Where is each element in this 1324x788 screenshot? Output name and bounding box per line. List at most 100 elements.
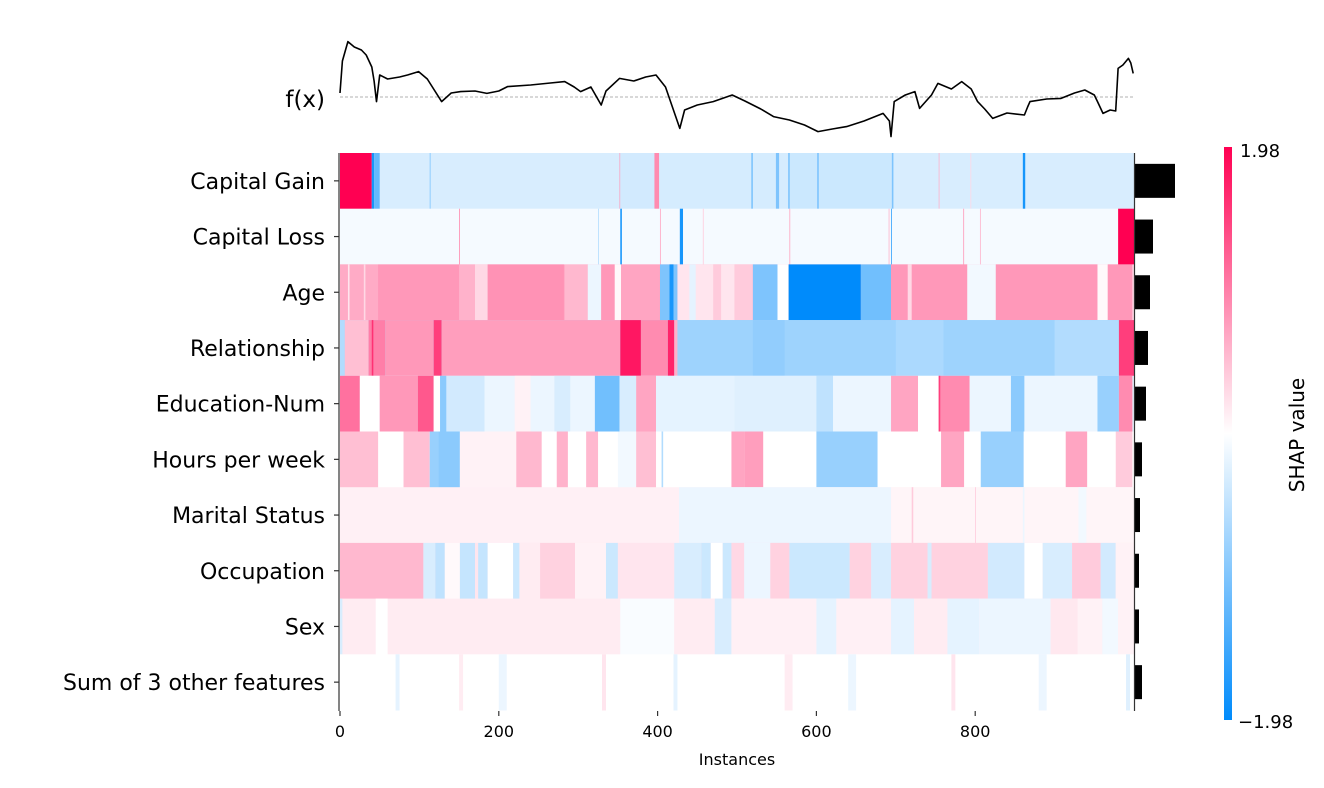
heatmap-cell	[789, 208, 791, 265]
heatmap-cell	[614, 264, 622, 321]
heatmap-cell	[594, 375, 620, 432]
heatmap-cell	[970, 153, 972, 210]
heatmap-cell	[941, 431, 965, 488]
heatmap-cell	[669, 264, 674, 321]
heatmap-cell	[340, 375, 360, 432]
heatmap-cell	[888, 208, 890, 265]
heatmap-cell	[1097, 264, 1108, 321]
heatmap-cell	[478, 542, 488, 600]
heatmap-cell	[1054, 320, 1119, 377]
heatmap-cell	[487, 542, 514, 600]
heatmap-cell	[833, 375, 892, 432]
heatmap-cell	[636, 375, 657, 432]
heatmap-cell	[344, 320, 369, 377]
heatmap-cell	[620, 208, 622, 265]
feature-labels: Capital Gain Capital Loss Age Relationship E…	[63, 170, 339, 696]
feature-label: Marital Status	[172, 504, 325, 529]
heatmap-cell	[374, 153, 380, 210]
heatmap-cell	[1118, 598, 1134, 655]
heatmap-cell	[848, 654, 857, 711]
heatmap-cell	[1102, 598, 1119, 655]
heatmap-cell	[987, 542, 1025, 600]
x-tick-label: 800	[960, 722, 991, 741]
heatmap-cell	[816, 598, 837, 655]
heatmap-cell	[640, 320, 668, 377]
heatmap-cell	[744, 431, 764, 488]
heatmap-cell	[849, 542, 872, 600]
heatmap-cell	[403, 431, 430, 488]
heatmap-cell	[619, 375, 637, 432]
heatmap-cell	[1042, 542, 1073, 600]
heatmap-cell	[598, 208, 599, 265]
heatmap-cell	[654, 153, 660, 210]
heatmap-cell	[1118, 208, 1134, 265]
heatmap-cell	[689, 264, 696, 321]
heatmap-cell	[1022, 153, 1026, 210]
heatmap-cell	[513, 542, 520, 600]
heatmap-cell	[938, 153, 940, 210]
importance-bar	[1135, 442, 1142, 477]
heatmap-cell	[891, 598, 915, 655]
heatmap-cell	[554, 375, 571, 432]
heatmap-row-background	[340, 654, 1134, 711]
heatmap-cell	[871, 542, 892, 600]
heatmap-cell	[659, 264, 678, 321]
heatmap-cell	[1132, 264, 1134, 321]
heatmap-cell	[602, 654, 606, 711]
heatmap-cell	[710, 542, 723, 600]
fx-line	[339, 40, 1134, 138]
heatmap-cell	[459, 264, 475, 321]
heatmap-cell	[947, 598, 980, 655]
heatmap-cell	[674, 598, 715, 655]
x-tick-label: 600	[801, 722, 832, 741]
heatmap-cell	[951, 654, 956, 711]
heatmap-cell	[775, 153, 780, 210]
importance-bar	[1135, 665, 1142, 700]
heatmap-cell	[891, 487, 1134, 544]
heatmap-cell	[433, 375, 441, 432]
heatmap-cell	[659, 153, 789, 210]
heatmap-cell	[1038, 654, 1047, 711]
x-tick-label: 400	[642, 722, 673, 741]
heatmap-cell	[744, 542, 771, 600]
heatmap-cell	[498, 654, 507, 711]
fx-label: f(x)	[285, 87, 325, 113]
fx-line-panel: f(x)	[285, 40, 1134, 138]
importance-bars	[1135, 163, 1175, 700]
heatmap-cell	[459, 654, 464, 711]
heatmap-cell	[619, 153, 621, 210]
heatmap-cell	[860, 264, 892, 321]
heatmap-cell	[674, 320, 678, 377]
heatmap-cell	[713, 264, 722, 321]
feature-label: Age	[282, 281, 325, 306]
heatmap-cell	[777, 264, 789, 321]
heatmap-cell	[1126, 654, 1131, 711]
feature-label: Sex	[285, 615, 325, 640]
heatmap-cell	[679, 208, 684, 265]
heatmap-cell	[1097, 375, 1119, 432]
heatmap-cell	[975, 487, 976, 544]
heatmap-cell	[1010, 375, 1025, 432]
importance-bar	[1135, 386, 1146, 421]
heatmap-cell	[918, 375, 939, 432]
heatmap-cell	[927, 542, 932, 600]
heatmap-cell	[444, 542, 460, 600]
heatmap-cell	[963, 208, 965, 265]
heatmap-cell	[605, 542, 618, 600]
heatmap-cell	[363, 264, 366, 321]
heatmap-cell	[1115, 542, 1134, 600]
colorbar-max-label: 1.98	[1240, 141, 1280, 162]
heatmap-cell	[587, 264, 602, 321]
heatmap-cell	[731, 598, 892, 655]
heatmap-cell	[340, 598, 343, 655]
heatmap-row-background	[340, 208, 1134, 265]
heatmap-cell	[459, 431, 517, 488]
heatmap-cell	[359, 375, 380, 432]
heatmap-cell	[1115, 431, 1133, 488]
heatmap-cell	[895, 320, 944, 377]
heatmap-cell	[661, 431, 664, 488]
heatmap-cell	[459, 208, 460, 265]
heatmap-cell	[1024, 375, 1098, 432]
colorbar-title: SHAP value	[1285, 378, 1309, 492]
